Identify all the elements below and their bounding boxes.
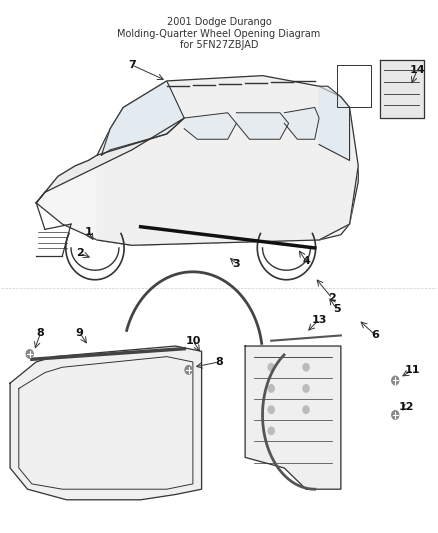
- Text: 2: 2: [328, 293, 336, 303]
- Circle shape: [303, 364, 309, 371]
- Text: 10: 10: [185, 336, 201, 346]
- Text: 6: 6: [372, 330, 380, 341]
- Circle shape: [268, 364, 274, 371]
- Circle shape: [268, 427, 274, 434]
- Polygon shape: [36, 118, 184, 203]
- Text: 9: 9: [76, 328, 84, 338]
- Polygon shape: [36, 139, 358, 245]
- Circle shape: [185, 366, 192, 374]
- Circle shape: [392, 411, 399, 419]
- Circle shape: [268, 406, 274, 414]
- Text: 11: 11: [405, 365, 420, 375]
- Circle shape: [26, 350, 33, 358]
- Polygon shape: [102, 81, 184, 155]
- Circle shape: [268, 385, 274, 392]
- Polygon shape: [319, 86, 350, 160]
- Circle shape: [392, 376, 399, 385]
- Text: 8: 8: [37, 328, 44, 338]
- Circle shape: [303, 406, 309, 414]
- Text: 14: 14: [409, 66, 425, 75]
- Text: 2001 Dodge Durango
Molding-Quarter Wheel Opening Diagram
for 5FN27ZBJAD: 2001 Dodge Durango Molding-Quarter Wheel…: [117, 17, 321, 51]
- Text: 7: 7: [128, 60, 136, 70]
- Polygon shape: [10, 346, 201, 500]
- Polygon shape: [284, 108, 319, 139]
- Text: 13: 13: [311, 314, 327, 325]
- Circle shape: [303, 385, 309, 392]
- Polygon shape: [97, 76, 358, 245]
- Text: 8: 8: [215, 357, 223, 367]
- Polygon shape: [380, 60, 424, 118]
- Polygon shape: [245, 346, 341, 489]
- Text: 12: 12: [399, 402, 414, 412]
- Text: 5: 5: [333, 304, 340, 314]
- Text: 1: 1: [85, 227, 92, 237]
- Text: 3: 3: [233, 259, 240, 269]
- Text: 4: 4: [302, 256, 310, 266]
- Polygon shape: [237, 113, 289, 139]
- Text: 2: 2: [76, 248, 84, 259]
- Polygon shape: [184, 113, 237, 139]
